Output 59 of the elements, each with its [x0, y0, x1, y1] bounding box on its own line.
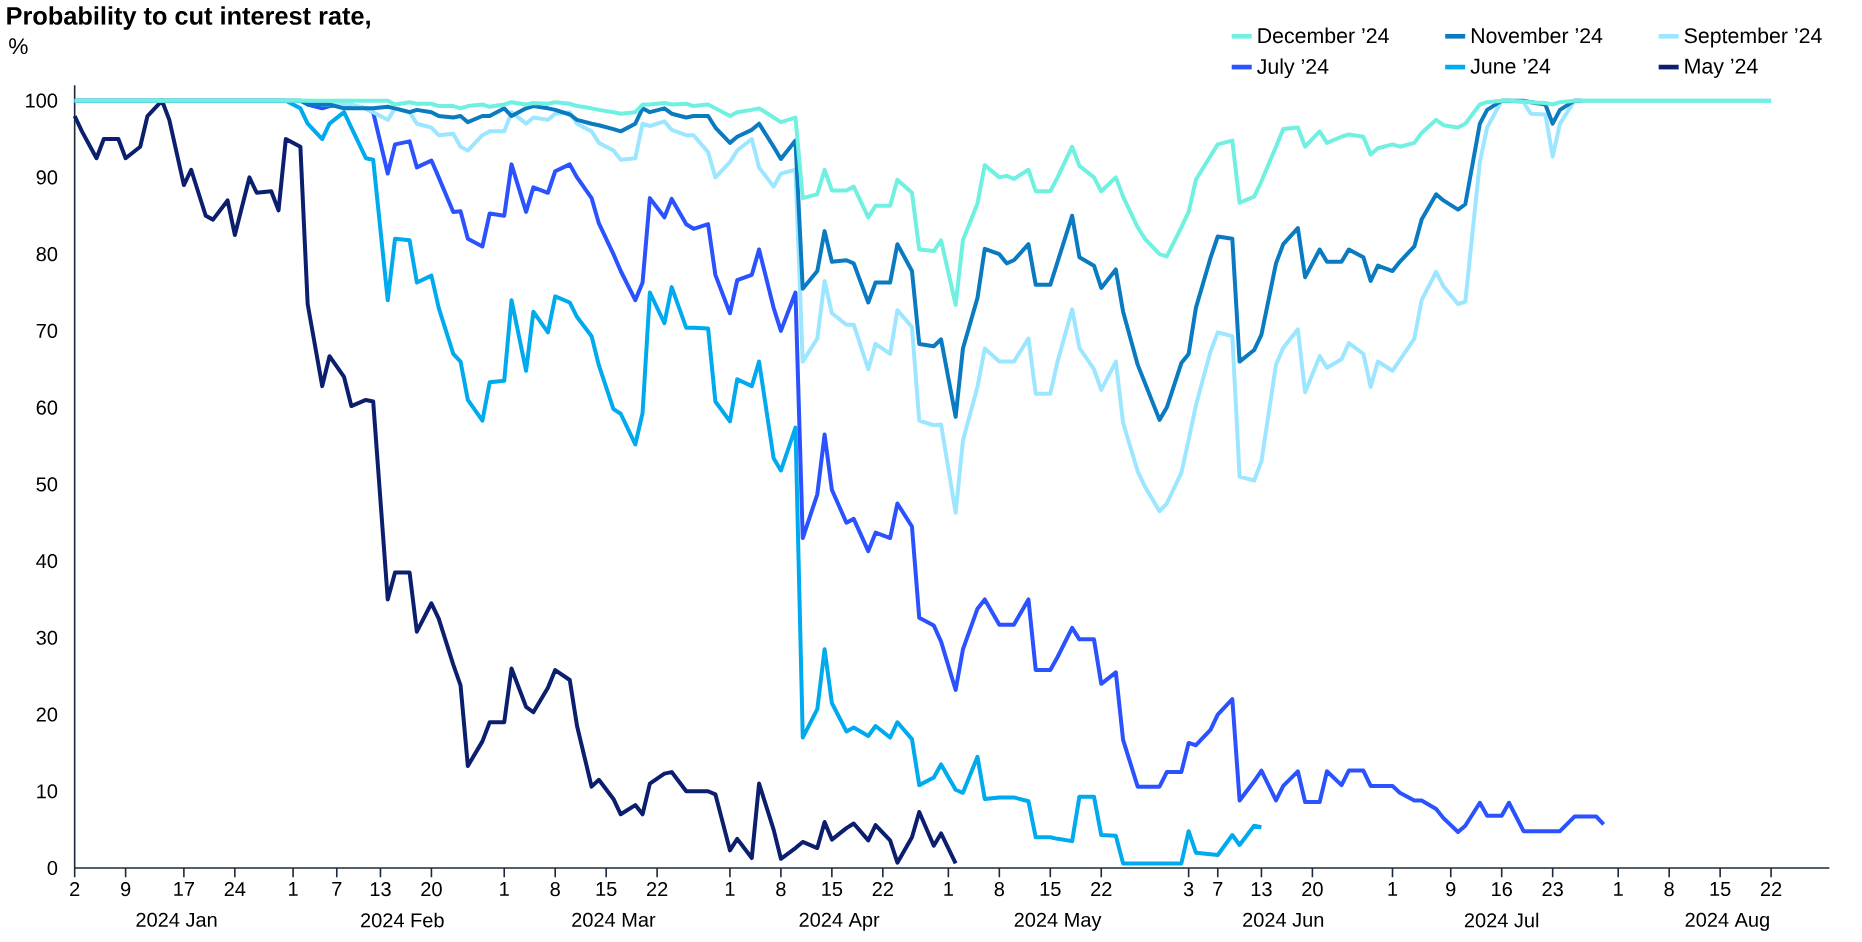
x-tick-label: 15: [596, 882, 617, 896]
x-tick-label: 1: [725, 882, 735, 896]
x-tick-label: 1: [1388, 882, 1398, 896]
legend-label: June ’24: [1470, 58, 1551, 74]
y-tick-label: 30: [36, 630, 58, 645]
x-tick-label: 15: [1710, 882, 1731, 896]
x-tick-label: 22: [1091, 882, 1112, 897]
x-tick-label: 9: [121, 882, 131, 897]
x-tick-label: 7: [332, 882, 342, 896]
legend-label: July ’24: [1257, 58, 1329, 79]
x-tick-label: 17: [174, 882, 194, 896]
text: 2024 Jan: [136, 912, 217, 927]
x-tick-label: 23: [1542, 882, 1563, 897]
y-tick-label: 60: [36, 400, 58, 415]
text: 2024 Jul: [1464, 912, 1539, 928]
x-tick-label: 1: [944, 882, 953, 896]
y-tick-label: 40: [36, 553, 58, 569]
x-tick-label: 15: [1040, 882, 1061, 896]
x-tick-label: 15: [822, 882, 843, 896]
legend-label: November ’24: [1471, 27, 1603, 44]
x-tick-label: 8: [994, 882, 1005, 897]
x-tick-label: 2: [70, 882, 80, 897]
x-tick-label: 1: [1614, 882, 1623, 896]
text: 2024 Mar: [572, 912, 656, 927]
y-axis-title: %: [9, 38, 28, 55]
x-tick-label: 8: [550, 882, 560, 897]
y-tick-label: 50: [36, 477, 58, 492]
y-tick-label: 0: [47, 860, 58, 876]
text: 2024 Apr: [799, 912, 880, 931]
y-tick-label: 100: [26, 93, 58, 108]
x-tick-label: 1: [289, 882, 298, 896]
legend-label: May ’24: [1685, 58, 1758, 78]
chart-title: Probability to cut interest rate,: [7, 6, 370, 30]
x-tick-label: 8: [1664, 882, 1674, 897]
x-tick-label: 22: [647, 882, 668, 897]
text: 2024 Aug: [1685, 912, 1769, 931]
y-tick-label: 80: [36, 247, 58, 262]
y-tick-label: 10: [37, 784, 58, 799]
text: 2024 Jun: [1243, 912, 1324, 927]
x-tick-label: 16: [1492, 882, 1512, 897]
x-tick-label: 7: [1213, 882, 1223, 896]
x-tick-label: 22: [872, 882, 893, 897]
x-tick-label: 13: [370, 882, 391, 897]
x-tick-label: 13: [1251, 882, 1272, 897]
x-tick-label: 20: [421, 882, 442, 897]
y-tick-label: 90: [36, 170, 58, 185]
y-tick-label: 20: [36, 707, 58, 722]
x-tick-label: 20: [1302, 882, 1323, 897]
x-tick-label: 24: [224, 882, 246, 897]
legend-label: September ’24: [1684, 27, 1822, 48]
y-tick-label: 70: [36, 323, 58, 338]
x-tick-label: 8: [776, 882, 786, 897]
x-tick-label: 3: [1183, 882, 1194, 897]
x-tick-label: 9: [1446, 882, 1456, 897]
text: 2024 May: [1014, 912, 1102, 931]
text: 2024 Feb: [361, 912, 444, 928]
x-tick-label: 1: [500, 882, 509, 896]
legend-label: December ’24: [1258, 27, 1389, 44]
x-tick-label: 22: [1760, 882, 1782, 897]
